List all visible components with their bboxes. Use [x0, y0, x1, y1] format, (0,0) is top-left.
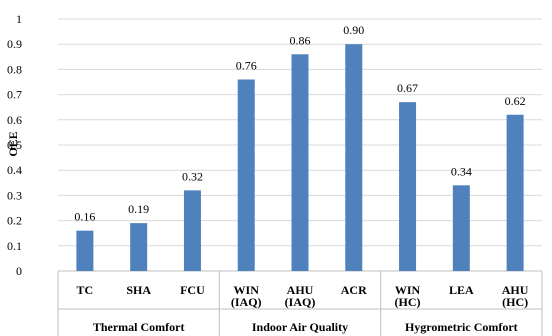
category-label-line2: (IAQ): [285, 295, 316, 309]
category-label: AHU: [287, 283, 314, 297]
category-label-line2: (IAQ): [231, 295, 262, 309]
data-label: 0.19: [128, 202, 149, 216]
bar: [399, 102, 417, 271]
category-label: WIN: [234, 283, 260, 297]
bar: [183, 190, 201, 271]
data-label: 0.67: [397, 81, 418, 95]
category-label-line2: (HC): [502, 295, 528, 309]
group-label: Thermal Comfort: [93, 320, 185, 334]
category-label: LEA: [449, 283, 474, 297]
y-axis-label: OEE: [6, 131, 20, 156]
y-tick-label: 0: [16, 264, 22, 278]
category-label-line2: (HC): [395, 295, 421, 309]
data-label: 0.62: [505, 94, 526, 108]
data-label: 0.16: [74, 210, 95, 224]
y-tick-label: 1: [16, 12, 22, 26]
bar: [130, 223, 148, 271]
bar: [506, 114, 524, 271]
y-tick-label: 0.6: [7, 113, 22, 127]
y-tick-label: 0.9: [7, 37, 22, 51]
bar: [345, 44, 363, 272]
data-label: 0.34: [451, 164, 472, 178]
bar: [237, 79, 255, 271]
category-label: TC: [77, 283, 94, 297]
data-label: 0.32: [182, 169, 203, 183]
y-tick-label: 0.3: [7, 188, 22, 202]
bar: [76, 230, 94, 271]
category-label: WIN: [395, 283, 421, 297]
category-label: SHA: [126, 283, 151, 297]
y-tick-label: 0.2: [7, 214, 22, 228]
category-label: ACR: [341, 283, 367, 297]
bar: [291, 54, 309, 271]
group-label: Hygrometric Comfort: [405, 320, 518, 334]
group-label: Indoor Air Quality: [252, 320, 348, 334]
y-tick-label: 0.4: [7, 163, 22, 177]
y-tick-label: 0.7: [7, 88, 22, 102]
bar: [452, 185, 470, 271]
y-tick-label: 0.5: [7, 138, 22, 152]
y-tick-label: 0.1: [7, 239, 22, 253]
y-tick-label: 0.8: [7, 62, 22, 76]
data-label: 0.90: [343, 23, 364, 37]
category-label: FCU: [180, 283, 205, 297]
data-label: 0.86: [290, 33, 311, 47]
category-label: AHU: [502, 283, 529, 297]
data-label: 0.76: [236, 58, 257, 72]
